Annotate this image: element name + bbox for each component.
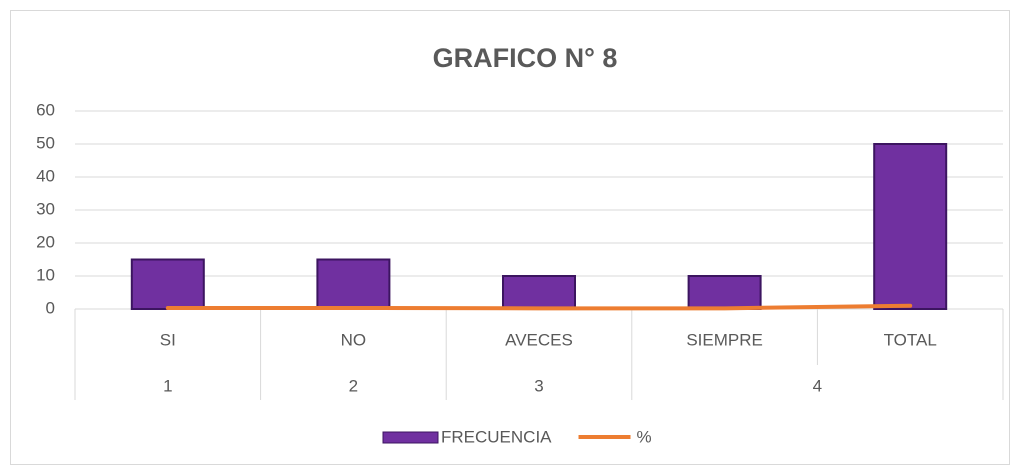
chart-title: GRAFICO N° 8 (433, 43, 618, 73)
group-label: 1 (163, 376, 172, 395)
y-tick-label: 50 (36, 133, 55, 152)
y-tick-label: 40 (36, 166, 55, 185)
bar (873, 143, 948, 310)
y-tick-label: 20 (36, 232, 55, 251)
x-tick-label: AVECES (505, 330, 573, 349)
bar (316, 258, 391, 310)
legend-swatch (382, 431, 439, 444)
chart-border (10, 10, 1010, 465)
x-tick-label: NO (341, 330, 367, 349)
bar (130, 258, 205, 310)
group-label: 3 (534, 376, 543, 395)
legend-label: % (637, 427, 652, 446)
group-label: 4 (813, 376, 822, 395)
y-tick-label: 60 (36, 100, 55, 119)
line (165, 303, 913, 311)
x-tick-label: TOTAL (884, 330, 937, 349)
group-label: 2 (349, 376, 358, 395)
y-tick-label: 0 (46, 298, 55, 317)
y-tick-label: 30 (36, 199, 55, 218)
x-tick-label: SI (160, 330, 176, 349)
y-tick-label: 10 (36, 265, 55, 284)
bar (687, 275, 762, 310)
bar (502, 275, 576, 310)
x-tick-label: SIEMPRE (686, 330, 763, 349)
legend-label: FRECUENCIA (441, 427, 552, 446)
